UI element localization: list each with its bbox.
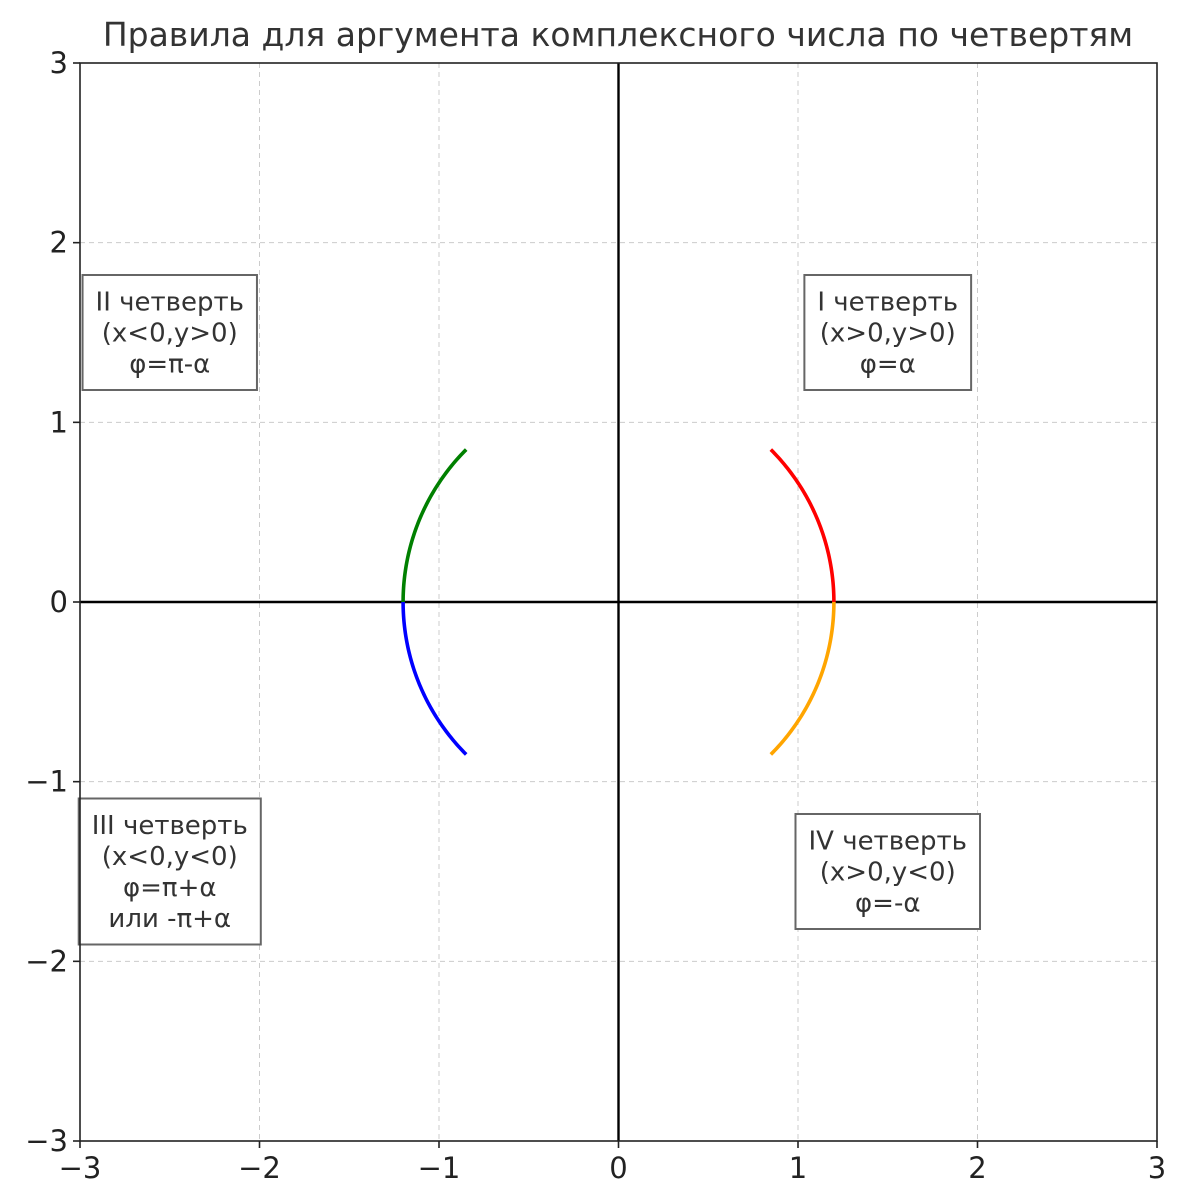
axes-layer (80, 63, 1157, 1141)
y-tick-label: −1 (25, 765, 68, 799)
y-tick-label: 3 (50, 46, 68, 80)
quadrant-4-annotation: IV четверть(x>0,y<0)φ=-α (794, 813, 982, 930)
quadrant-1-box (803, 274, 973, 391)
quadrant-3-box (77, 797, 262, 946)
arc-quadrant-I (769, 448, 836, 603)
quadrant-3-line-3: φ=π+α (123, 873, 217, 903)
x-tick-label: 1 (789, 1151, 807, 1185)
chart-title: Правила для аргумента комплексного числа… (103, 15, 1133, 54)
quadrant-2-box (81, 274, 258, 391)
x-tick-label: −3 (59, 1151, 102, 1185)
annotation-layer: I четверть(x>0,y>0)φ=α II четверть(x<0,y>… (77, 274, 982, 946)
tick-layer: −3 −2 −1 0 1 2 3 −3 −2 −1 0 1 2 3 (25, 46, 1166, 1185)
arc-quadrant-IV (769, 601, 836, 756)
quadrant-2-annotation: II четверть(x<0,y>0)φ=π-α (81, 274, 258, 391)
quadrant-2-line-3: φ=π-α (129, 350, 210, 380)
quadrant-3-line-4: или -π+α (108, 904, 231, 934)
x-tick-label: 0 (609, 1151, 627, 1185)
quadrant-4-line-2: (x>0,y<0) (820, 858, 956, 888)
quadrant-2-line-2: (x<0,y>0) (102, 319, 238, 349)
x-tick-label: 3 (1148, 1151, 1166, 1185)
y-tick-label: 2 (50, 226, 68, 260)
quadrant-4-box (794, 813, 982, 930)
arc-quadrant-III (401, 601, 468, 756)
quadrant-3-line-2: (x<0,y<0) (102, 842, 238, 872)
quadrant-2-line-1: II четверть (96, 288, 244, 318)
quadrant-4-line-3: φ=-α (855, 889, 920, 919)
quadrant-4-line-1: IV четверть (808, 827, 967, 857)
quadrant-3-line-1: III четверть (92, 811, 248, 841)
x-tick-label: −1 (418, 1151, 461, 1185)
x-tick-label: 2 (968, 1151, 986, 1185)
quadrant-1-annotation: I четверть(x>0,y>0)φ=α (803, 274, 973, 391)
y-tick-label: −2 (25, 944, 68, 978)
series-layer (401, 448, 836, 756)
y-tick-label: 0 (50, 585, 68, 619)
x-tick-label: −2 (238, 1151, 281, 1185)
quadrant-1-line-1: I четверть (817, 288, 958, 318)
arc-quadrant-II (401, 448, 468, 603)
y-tick-label: 1 (50, 405, 68, 439)
quadrant-1-line-3: φ=α (860, 350, 916, 380)
quadrant-1-line-2: (x>0,y>0) (820, 319, 956, 349)
y-tick-label: −3 (25, 1124, 68, 1158)
